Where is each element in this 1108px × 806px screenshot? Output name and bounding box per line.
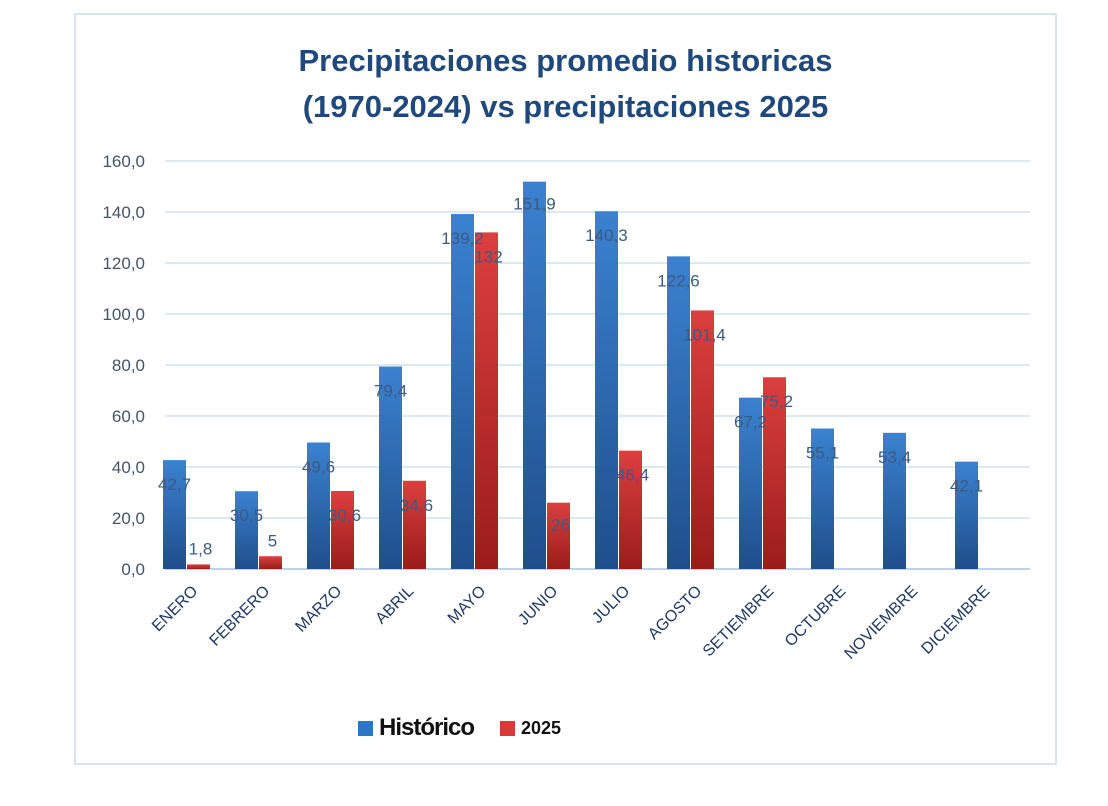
- data-label-historico-marzo: 49,6: [302, 458, 335, 477]
- x-tick-label-octubre: OCTUBRE: [782, 583, 849, 650]
- bar-historico-noviembre: [883, 432, 906, 569]
- bar-historico-junio: [523, 181, 546, 569]
- y-tick-label: 140,0: [102, 203, 145, 222]
- data-label-historico-noviembre: 53,4: [878, 448, 911, 467]
- data-label-historico-agosto: 122,6: [657, 271, 700, 290]
- x-tick-label-junio: JUNIO: [515, 583, 561, 629]
- x-tick-label-agosto: AGOSTO: [645, 583, 705, 643]
- data-label-2025-junio: 26: [551, 516, 570, 535]
- bar-historico-marzo: [307, 442, 330, 569]
- data-label-2025-marzo: 30,6: [328, 506, 361, 525]
- y-axis-ticks: 0,0 20,0 40,0 60,0 80,0 100,0 120,0 140,0 160,0: [102, 152, 145, 579]
- bars: [163, 181, 978, 570]
- data-label-2025-agosto: 101,4: [683, 325, 726, 344]
- legend: Histórico 2025: [358, 712, 587, 744]
- data-label-historico-julio: 140,3: [585, 226, 628, 245]
- x-tick-label-enero: ENERO: [149, 583, 201, 635]
- bar-2025-febrero: [259, 556, 282, 569]
- data-label-2025-enero: 1,8: [189, 539, 213, 558]
- legend-swatch-historico: [358, 720, 373, 736]
- chart-title-line-1: Precipitaciones promedio historicas: [298, 43, 833, 78]
- y-tick-label: 20,0: [112, 509, 145, 528]
- chart-title-line-2: (1970-2024) vs precipitaciones 2025: [302, 89, 829, 124]
- legend-label-2025: 2025: [521, 717, 562, 738]
- bar-2025-junio: [547, 502, 570, 569]
- data-label-historico-octubre: 55,1: [806, 443, 839, 462]
- bar-2025-julio: [619, 450, 642, 569]
- y-tick-label: 100,0: [102, 305, 145, 324]
- data-label-historico-junio: 151,9: [513, 195, 556, 214]
- legend-item-historico: Histórico: [358, 714, 475, 742]
- y-tick-label: 160,0: [102, 152, 145, 171]
- x-tick-label-julio: JULIO: [589, 583, 633, 627]
- data-label-2025-mayo: 132: [474, 247, 502, 266]
- x-tick-label-noviembre: NOVIEMBRE: [841, 583, 921, 663]
- y-tick-label: 80,0: [112, 356, 145, 375]
- x-tick-label-abril: ABRIL: [373, 583, 418, 628]
- y-tick-label: 40,0: [112, 458, 145, 477]
- data-label-2025-setiembre: 75,2: [760, 392, 793, 411]
- bar-historico-febrero: [235, 491, 258, 569]
- bar-2025-setiembre: [763, 377, 786, 569]
- bar-2025-mayo: [475, 232, 498, 569]
- chart-frame: [74, 13, 1057, 765]
- data-label-2025-julio: 46,4: [616, 466, 649, 485]
- bar-historico-diciembre: [955, 461, 978, 569]
- bar-historico-abril: [379, 366, 402, 569]
- legend-label-historico: Histórico: [379, 714, 475, 741]
- x-tick-label-diciembre: DICIEMBRE: [918, 583, 993, 658]
- chart-title: Precipitaciones promedio historicas (197…: [74, 38, 1057, 130]
- bar-2025-marzo: [331, 490, 354, 569]
- bar-historico-enero: [163, 460, 186, 569]
- x-tick-label-marzo: MARZO: [292, 583, 345, 636]
- data-label-historico-febrero: 30,5: [230, 506, 263, 525]
- bar-historico-setiembre: [739, 397, 762, 569]
- data-label-historico-diciembre: 42,1: [950, 477, 983, 496]
- x-axis-ticks: ENERO FEBRERO MARZO ABRIL MAYO JUNIO JULIO AGOS…: [149, 583, 993, 663]
- bar-historico-julio: [595, 211, 618, 570]
- y-tick-label: 120,0: [102, 254, 145, 273]
- data-label-2025-febrero: 5: [268, 531, 277, 550]
- bar-historico-agosto: [667, 256, 690, 569]
- y-tick-label: 0,0: [121, 560, 145, 579]
- legend-swatch-2025: [500, 720, 516, 736]
- data-label-historico-enero: 42,7: [158, 475, 191, 494]
- data-label-2025-abril: 34,6: [400, 496, 433, 515]
- data-label-historico-abril: 79,4: [374, 382, 407, 401]
- x-tick-label-febrero: FEBRERO: [207, 583, 274, 650]
- y-tick-label: 60,0: [112, 407, 145, 426]
- bar-2025-enero: [187, 564, 210, 569]
- x-tick-label-setiembre: SETIEMBRE: [700, 583, 777, 660]
- data-label-historico-setiembre: 67,2: [734, 413, 767, 432]
- x-tick-label-mayo: MAYO: [445, 583, 490, 628]
- bar-historico-octubre: [811, 428, 834, 569]
- data-label-historico-mayo: 139,2: [441, 229, 484, 248]
- bar-2025-agosto: [691, 310, 714, 569]
- bar-historico-mayo: [451, 214, 474, 570]
- bar-2025-abril: [403, 480, 426, 569]
- legend-item-2025: 2025: [500, 718, 561, 739]
